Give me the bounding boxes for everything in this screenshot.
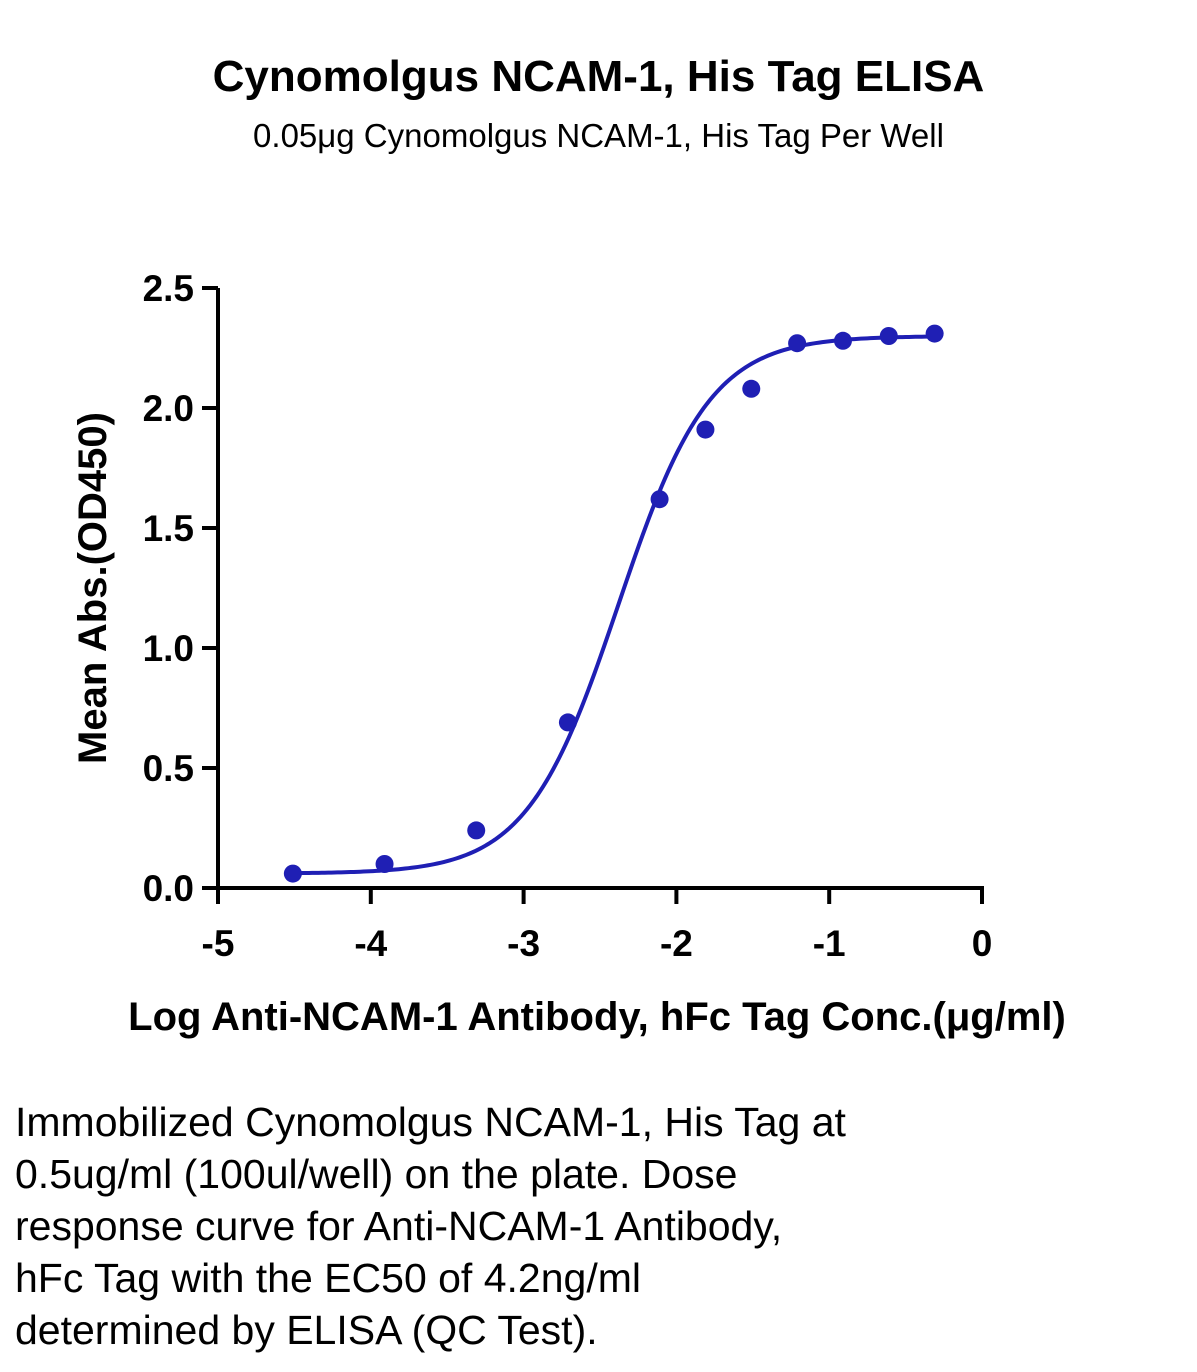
caption-line: response curve for Anti-NCAM-1 Antibody, (15, 1203, 783, 1249)
data-point (742, 379, 761, 398)
data-point (925, 324, 944, 343)
chart-title: Cynomolgus NCAM-1, His Tag ELISA (212, 52, 985, 101)
caption-line: hFc Tag with the EC50 of 4.2ng/ml (15, 1255, 641, 1301)
x-tick-label: -5 (202, 923, 235, 964)
x-tick-label: -3 (507, 923, 540, 964)
data-point (650, 490, 669, 509)
data-points (283, 324, 944, 883)
data-point (833, 331, 852, 350)
elisa-chart: 0.0 0.5 1.0 1.5 2.0 2.5 -5 -4 -3 -2 -1 0 Mean Abs.… (71, 268, 1066, 1039)
data-point (788, 334, 807, 353)
y-axis: 0.0 0.5 1.0 1.5 2.0 2.5 (143, 268, 220, 909)
caption-line: Immobilized Cynomolgus NCAM-1, His Tag a… (15, 1099, 846, 1145)
chart-subtitle: 0.05μg Cynomolgus NCAM-1, His Tag Per We… (253, 117, 944, 154)
y-tick-label: 2.5 (143, 268, 194, 309)
data-point (467, 821, 486, 840)
fit-curve (292, 334, 935, 876)
x-axis-label: Log Anti-NCAM-1 Antibody, hFc Tag Conc.(… (128, 995, 1066, 1039)
x-axis: -5 -4 -3 -2 -1 0 (202, 886, 993, 964)
caption-line: determined by ELISA (QC Test). (15, 1307, 598, 1353)
x-tick-label: 0 (972, 923, 993, 964)
y-tick-label: 0.5 (143, 748, 194, 789)
x-tick-label: -2 (660, 923, 693, 964)
y-axis-label: Mean Abs.(OD450) (71, 412, 115, 764)
data-point (558, 713, 577, 732)
x-tick-label: -4 (354, 923, 387, 964)
fit-curve-group (292, 334, 935, 876)
data-point (696, 420, 715, 439)
data-point (283, 864, 302, 883)
data-point (375, 855, 394, 873)
y-tick-label: 1.5 (143, 508, 194, 549)
y-tick-label: 2.0 (143, 388, 194, 429)
x-tick-label: -1 (813, 923, 846, 964)
figure-caption: Immobilized Cynomolgus NCAM-1, His Tag a… (15, 1096, 1015, 1356)
y-tick-label: 1.0 (143, 628, 194, 669)
y-tick-label: 0.0 (143, 868, 194, 909)
data-point (879, 327, 898, 345)
caption-line: 0.5ug/ml (100ul/well) on the plate. Dose (15, 1151, 738, 1197)
